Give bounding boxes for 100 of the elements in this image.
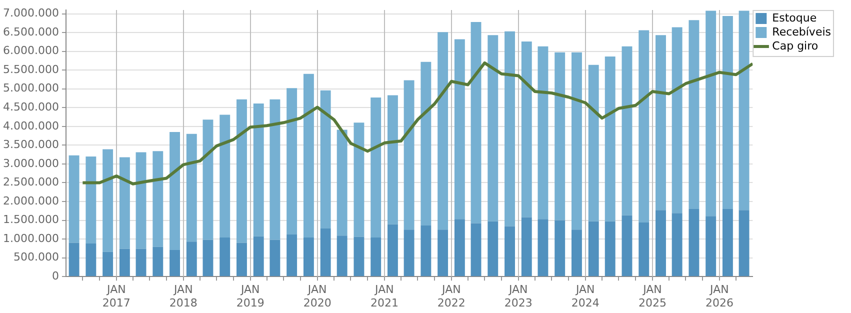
bar [370, 238, 382, 276]
bar [202, 120, 214, 240]
bar [136, 248, 146, 276]
bar [706, 216, 716, 276]
bar [538, 46, 548, 220]
bar [354, 236, 364, 276]
bar [722, 16, 733, 210]
bar [404, 80, 414, 230]
bar [622, 46, 632, 216]
bar [236, 99, 247, 243]
bar [68, 242, 80, 276]
bar [488, 221, 498, 276]
bar [454, 39, 465, 220]
bar [588, 64, 599, 222]
bar [604, 221, 616, 276]
bar [270, 99, 280, 240]
y-tick-label: 7.000.000 [3, 6, 59, 20]
bar [722, 209, 733, 276]
x-tick-label: JAN 2022 [437, 283, 466, 310]
bar [336, 130, 348, 236]
y-tick-label: 0 [52, 269, 59, 282]
bar [286, 234, 298, 276]
bar [336, 236, 348, 276]
x-tick-label: JAN 2024 [571, 283, 600, 310]
bar [387, 224, 398, 276]
bar [303, 74, 314, 238]
y-tick-label: 3.000.000 [3, 156, 59, 170]
bar [354, 122, 364, 237]
bar [186, 134, 197, 242]
y-tick-label: 6.500.000 [3, 25, 59, 38]
bar [672, 213, 682, 276]
x-tick-label: JAN 2026 [705, 283, 734, 310]
bar [572, 52, 582, 230]
bar [521, 217, 532, 276]
y-tick-label: 1.500.000 [3, 213, 59, 226]
bar [303, 238, 314, 276]
bar [119, 157, 130, 249]
y-tick-label: 2.000.000 [3, 194, 59, 208]
bar [504, 226, 515, 276]
y-tick-label: 5.500.000 [3, 62, 59, 76]
bar [538, 219, 548, 276]
bar [656, 35, 666, 210]
bar [202, 240, 214, 276]
y-tick-label: 4.500.000 [3, 100, 59, 114]
bar [438, 230, 448, 276]
bar [454, 219, 465, 276]
bar [554, 220, 566, 276]
legend-label: Cap giro [772, 39, 818, 52]
y-tick-label: 3.500.000 [3, 138, 59, 152]
bar [253, 104, 264, 236]
bar [504, 31, 515, 226]
x-tick-label: JAN 2021 [370, 283, 398, 310]
bar [86, 244, 96, 276]
bar [688, 209, 700, 276]
y-tick-label: 1.000.000 [3, 232, 59, 245]
bar [638, 222, 650, 276]
bar [186, 242, 197, 276]
bar [688, 20, 700, 210]
bar [86, 156, 96, 244]
bar [253, 236, 264, 276]
bar [170, 132, 180, 250]
bar [672, 27, 682, 214]
bar [656, 210, 666, 276]
x-tick-label: JAN 2017 [102, 283, 130, 310]
bar [236, 242, 247, 276]
bar [320, 228, 331, 276]
bar [102, 252, 114, 276]
bar [152, 246, 164, 276]
bar [152, 151, 164, 247]
y-tick-label: 500.000 [13, 250, 59, 264]
legend-label: Recebíveis [772, 25, 832, 38]
y-tick-label: 5.000.000 [3, 82, 59, 95]
bar [622, 215, 632, 276]
bar [387, 95, 398, 224]
legend-label: Estoque [772, 11, 817, 24]
bar [572, 230, 582, 276]
bar [438, 32, 448, 230]
bar [220, 114, 230, 238]
bar [738, 10, 750, 210]
bar [470, 223, 482, 276]
bar [604, 56, 616, 222]
x-tick-label: JAN 2023 [504, 283, 532, 310]
bar [170, 250, 180, 276]
bar [68, 155, 80, 243]
y-tick-label: 2.500.000 [3, 176, 59, 189]
x-tick-label: JAN 2025 [638, 283, 666, 310]
bar [320, 90, 331, 229]
x-tick-label: JAN 2020 [303, 283, 332, 310]
bar [286, 88, 298, 235]
bar [420, 226, 432, 276]
bar [488, 35, 498, 222]
bar [370, 97, 382, 238]
bar [588, 221, 599, 276]
x-tick-label: JAN 2018 [169, 283, 198, 310]
bar [738, 210, 750, 276]
y-tick-label: 4.000.000 [3, 119, 59, 132]
bar [404, 230, 414, 276]
bar [521, 42, 532, 218]
bar [706, 10, 716, 216]
bar [102, 149, 114, 252]
